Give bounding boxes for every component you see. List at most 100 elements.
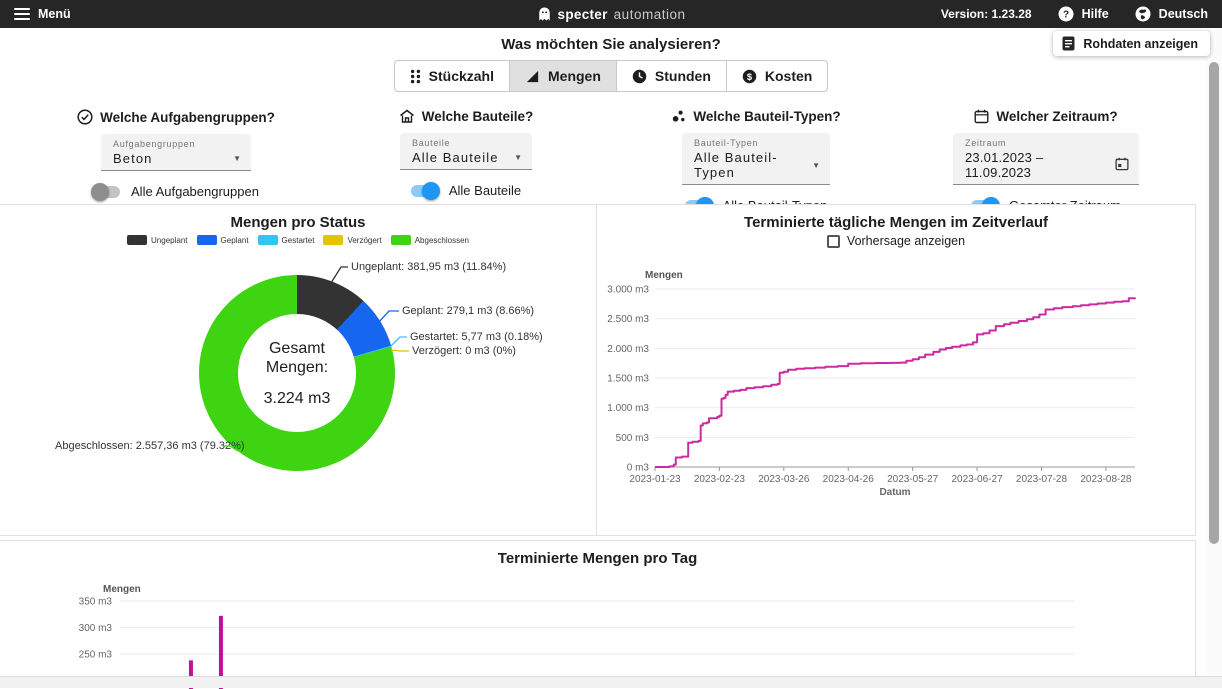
legend-label: Gestartet [281, 235, 315, 245]
filter-question: Welche Bauteil-Typen? [693, 109, 841, 124]
help-label: Hilfe [1081, 7, 1109, 21]
legend-item: Gestartet [257, 235, 315, 245]
filter-row: Welche Aufgabengruppen? Aufgabengruppen … [31, 109, 1191, 215]
filter-question: Welche Bauteile? [421, 109, 534, 124]
y-tick-label: 1.500 m3 [607, 374, 649, 385]
y-tick-label: 300 m3 [79, 623, 113, 634]
x-tick-label: 2023-04-26 [823, 474, 875, 485]
legend-label: Abgeschlossen [414, 235, 469, 245]
bar-chart-title: Terminierte Mengen pro Tag [497, 550, 698, 567]
tab-label: Kosten [764, 68, 813, 84]
bauteile-select[interactable]: Bauteile Alle Bauteile ▼ [400, 133, 532, 170]
field-label: Bauteil-Typen [694, 138, 759, 148]
label-abgeschlossen: Abgeschlossen: 2.557,36 m3 (79.32%) [55, 440, 245, 452]
label-gestartet: Gestartet: 5,77 m3 (0.18%) [410, 331, 543, 343]
filter-bauteil-typen: Welche Bauteil-Typen? Bauteil-Typen Alle… [611, 109, 901, 215]
field-label: Bauteile [412, 138, 451, 148]
tab-kosten[interactable]: $ Kosten [725, 61, 827, 91]
top-bar: Menü specter automation Version: 1.23.28… [0, 0, 1222, 28]
raw-data-button[interactable]: Rohdaten anzeigen [1053, 31, 1210, 56]
donut-center: Gesamt Mengen: 3.224 m3 [238, 314, 356, 432]
panel-mengen-pro-status: Mengen pro Status Ungeplant Geplant Gestar… [0, 204, 597, 536]
label-ungeplant: Ungeplant: 381,95 m3 (11.84%) [351, 261, 507, 273]
tab-label: Stunden [654, 68, 711, 84]
y-tick-label: 350 m3 [79, 597, 113, 608]
y-tick-label: 2.500 m3 [607, 314, 649, 325]
bottom-scroll-strip [0, 676, 1222, 688]
center-total: 3.224 m3 [263, 389, 331, 407]
cumulative-line [655, 297, 1136, 468]
vorhersage-label: Vorhersage anzeigen [846, 234, 966, 248]
vorhersage-checkbox[interactable] [826, 234, 840, 248]
legend-item: Geplant [196, 235, 249, 245]
y-tick-label: 3.000 m3 [607, 285, 649, 296]
legend-chip [323, 235, 344, 245]
bar [218, 615, 223, 689]
tab-mengen[interactable]: Mengen [509, 61, 616, 91]
ghost-icon [538, 6, 550, 21]
x-tick-label: 2023-05-27 [887, 474, 939, 485]
y-axis-title: Mengen [103, 584, 141, 595]
x-tick-label: 2023-08-28 [1080, 474, 1132, 485]
donut-legend: Ungeplant Geplant Gestartet Verzögert Abgesc… [0, 235, 596, 245]
field-value: 23.01.2023 – 11.09.2023 [965, 150, 1044, 180]
tab-label: Mengen [548, 68, 601, 84]
bauteil-typen-select[interactable]: Bauteil-Typen Alle Bauteil-Typen ▼ [682, 133, 830, 185]
y-axis-title: Mengen [645, 270, 683, 281]
analyze-question: Was möchten Sie analysieren? [501, 36, 721, 53]
center-line-1: Gesamt [268, 339, 325, 357]
line-chart-title: Terminierte tägliche Mengen im Zeitverla… [744, 214, 1048, 231]
label-geplant: Geplant: 279,1 m3 (8.66%) [402, 305, 535, 317]
legend-item: Verzögert [323, 235, 382, 245]
language-button[interactable]: Deutsch [1135, 6, 1208, 22]
y-tick-label: 0 m3 [627, 463, 650, 474]
raw-data-label: Rohdaten anzeigen [1083, 36, 1198, 51]
x-tick-label: 2023-07-28 [1016, 474, 1068, 485]
analyze-tabbar: Stückzahl Mengen Stunden $ Kosten [393, 60, 829, 92]
panel-taegliche-mengen: Terminierte tägliche Mengen im Zeitverla… [597, 204, 1196, 536]
filter-zeitraum: Welcher Zeitraum? Zeitraum 23.01.2023 – … [901, 109, 1191, 215]
label-verzoegert: Verzögert: 0 m3 (0%) [412, 345, 516, 357]
chevron-down-icon: ▼ [514, 153, 522, 162]
field-value: Alle Bauteil-Typen [694, 150, 778, 180]
y-tick-label: 1.000 m3 [607, 403, 649, 414]
legend-chip [127, 235, 148, 245]
x-tick-label: 2023-03-26 [758, 474, 810, 485]
tab-label: Stückzahl [428, 68, 494, 84]
quantity-triangle-icon [526, 70, 539, 82]
chevron-down-icon: ▼ [233, 154, 241, 163]
vertical-scrollbar-thumb[interactable] [1209, 62, 1219, 544]
filter-question: Welcher Zeitraum? [996, 109, 1118, 124]
toggle-alle-bauteile[interactable] [410, 181, 440, 200]
y-tick-label: 500 m3 [616, 433, 650, 444]
hamburger-icon [14, 7, 30, 21]
calendar-picker-icon[interactable] [1107, 157, 1129, 173]
zeitraum-field[interactable]: Zeitraum 23.01.2023 – 11.09.2023 [953, 133, 1139, 185]
calendar-icon [974, 109, 989, 124]
aufgabengruppen-select[interactable]: Aufgabengruppen Beton ▼ [101, 134, 251, 171]
x-axis-title: Datum [879, 487, 910, 498]
x-tick-label: 2023-02-23 [694, 474, 746, 485]
version-label: Version: 1.23.28 [940, 7, 1032, 21]
document-icon [1062, 36, 1075, 51]
brand-logo: specter automation [516, 6, 706, 23]
filter-bauteile: Welche Bauteile? Bauteile Alle Bauteile … [321, 109, 611, 213]
toggle-alle-aufgabengruppen[interactable] [91, 182, 121, 201]
y-tick-label: 2.000 m3 [607, 344, 649, 355]
field-value: Beton [113, 151, 153, 166]
line-chart: 3.000 m3 2.500 m3 2.000 m3 1.500 m3 1.000 m3… [607, 270, 1136, 498]
check-circle-icon [77, 109, 93, 125]
panel-mengen-pro-tag: Terminierte Mengen pro Tag 350 m3 300 m3 2… [0, 540, 1196, 689]
tab-stueckzahl[interactable]: Stückzahl [395, 61, 509, 91]
y-tick-label: 250 m3 [79, 650, 113, 661]
toggle-label: Alle Bauteile [448, 183, 522, 198]
filter-question: Welche Aufgabengruppen? [100, 109, 275, 125]
clock-icon [632, 69, 647, 83]
toggle-label: Alle Aufgabengruppen [131, 184, 259, 199]
building-icon [399, 109, 414, 123]
menu-button[interactable]: Menü [14, 7, 71, 21]
tab-stunden[interactable]: Stunden [615, 61, 726, 91]
center-line-2: Mengen: [265, 358, 329, 376]
help-button[interactable]: ? Hilfe [1058, 6, 1109, 22]
